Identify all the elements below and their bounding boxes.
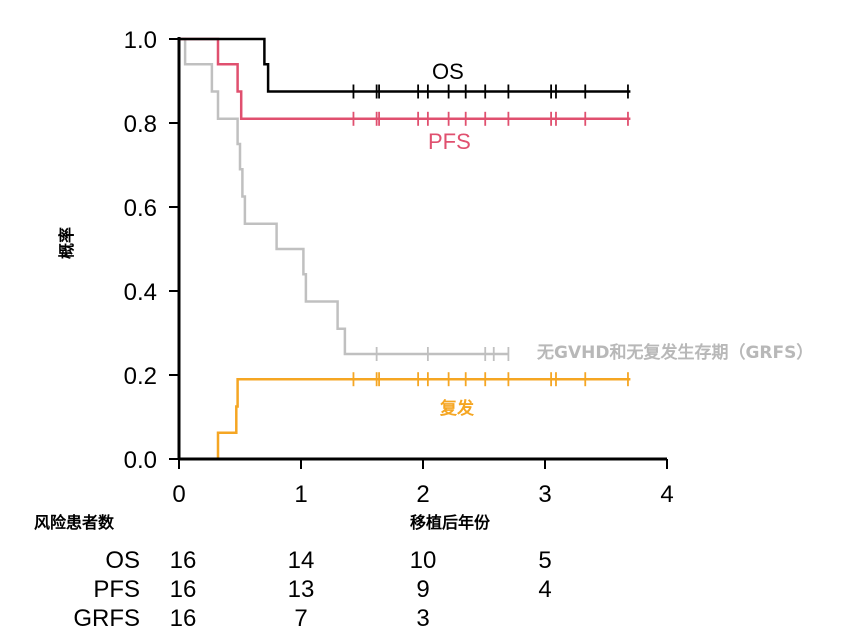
y-tick-label: 0.0 [124, 447, 157, 474]
y-tick-label: 0.6 [124, 195, 157, 222]
y-axis-title: 概率 [57, 227, 76, 259]
risk-count: 16 [170, 605, 197, 632]
risk-count: 7 [294, 605, 307, 632]
risk-table: OS 16 14 10 5 PFS 16 13 9 4 GRFS 16 7 3 [73, 547, 551, 632]
series-1 [179, 37, 631, 126]
series-label: 无GVHD和无复发生存期（GRFS） [536, 342, 813, 363]
series-line [179, 37, 631, 93]
series-label: 复发 [439, 398, 475, 419]
risk-count: 5 [538, 547, 551, 574]
risk-count: 3 [416, 605, 429, 632]
risk-count: 13 [288, 576, 315, 603]
x-tick-label: 4 [660, 481, 673, 508]
risk-count: 16 [170, 547, 197, 574]
y-tick-label: 1.0 [124, 27, 157, 54]
y-tick-label: 0.8 [124, 111, 157, 138]
series-line [179, 37, 509, 356]
x-tick-label: 0 [172, 481, 185, 508]
series-line [179, 377, 631, 461]
risk-row: OS 16 14 10 5 [105, 547, 551, 574]
risk-count: 14 [288, 547, 315, 574]
series-labels: OS PFS 无GVHD和无复发生存期（GRFS） 复发 [428, 59, 813, 419]
x-axis-title: 移植后年份 [410, 513, 491, 532]
risk-count: 4 [538, 576, 551, 603]
x-tick-label: 2 [416, 481, 429, 508]
risk-count: 16 [170, 576, 197, 603]
risk-row: PFS 16 13 9 4 [93, 576, 551, 603]
series-2 [179, 37, 510, 361]
axes: 0 1 2 3 4 0.0 0.2 0.4 0.6 0.8 1.0 [124, 27, 674, 508]
y-tick-label: 0.4 [124, 279, 157, 306]
risk-count: 9 [416, 576, 429, 603]
series-layer [179, 37, 631, 461]
series-line [179, 37, 631, 121]
series-label: PFS [428, 129, 471, 154]
risk-row-label: GRFS [73, 605, 140, 632]
x-tick-label: 3 [538, 481, 551, 508]
y-tick-label: 0.2 [124, 363, 157, 390]
risk-row-label: OS [105, 547, 140, 574]
risk-count: 10 [410, 547, 437, 574]
x-tick-label: 1 [294, 481, 307, 508]
series-0 [179, 37, 631, 99]
series-label: OS [432, 59, 464, 84]
series-3 [179, 372, 631, 461]
risk-table-title: 风险患者数 [34, 513, 115, 532]
risk-row-label: PFS [93, 576, 140, 603]
risk-row: GRFS 16 7 3 [73, 605, 429, 632]
